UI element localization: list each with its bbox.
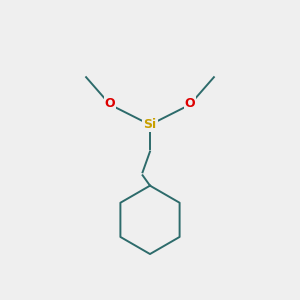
Text: O: O [105, 98, 115, 110]
Text: Si: Si [143, 118, 157, 131]
Text: O: O [185, 98, 195, 110]
